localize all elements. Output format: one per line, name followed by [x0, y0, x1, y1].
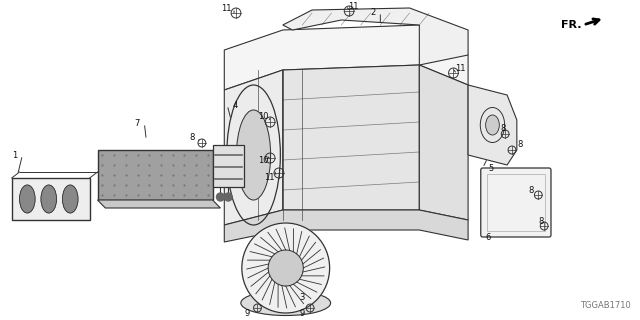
Circle shape: [224, 193, 232, 201]
Text: 11: 11: [348, 2, 358, 11]
FancyBboxPatch shape: [212, 145, 244, 187]
Ellipse shape: [486, 115, 499, 135]
FancyBboxPatch shape: [481, 168, 551, 237]
Text: TGGAB1710: TGGAB1710: [580, 301, 631, 310]
Ellipse shape: [63, 185, 78, 213]
Polygon shape: [283, 8, 468, 65]
Circle shape: [242, 223, 330, 313]
Polygon shape: [97, 200, 220, 208]
Polygon shape: [224, 25, 468, 90]
Text: 8: 8: [538, 217, 544, 226]
Text: 10: 10: [258, 111, 269, 121]
Text: FR.: FR.: [561, 20, 581, 30]
Text: 8: 8: [517, 140, 522, 148]
Text: 11: 11: [221, 4, 232, 12]
Text: 2: 2: [370, 7, 375, 17]
Ellipse shape: [237, 110, 271, 200]
Text: 3: 3: [300, 293, 305, 302]
Text: 8: 8: [500, 124, 506, 132]
Text: 4: 4: [232, 100, 237, 109]
Text: 6: 6: [485, 233, 490, 242]
Polygon shape: [419, 65, 468, 220]
Text: 1: 1: [12, 150, 17, 159]
Text: 11: 11: [455, 63, 465, 73]
Ellipse shape: [41, 185, 56, 213]
Ellipse shape: [241, 291, 331, 316]
Text: 9: 9: [300, 308, 305, 317]
Polygon shape: [224, 70, 283, 225]
Polygon shape: [468, 85, 517, 165]
Text: 11: 11: [264, 172, 275, 181]
Polygon shape: [283, 65, 419, 210]
Text: 5: 5: [488, 164, 493, 172]
Ellipse shape: [19, 185, 35, 213]
Polygon shape: [224, 210, 468, 242]
Text: 7: 7: [134, 118, 140, 127]
FancyBboxPatch shape: [12, 178, 90, 220]
Text: 8: 8: [189, 132, 195, 141]
Text: 8: 8: [529, 186, 534, 195]
Text: 9: 9: [244, 308, 250, 317]
FancyBboxPatch shape: [97, 150, 212, 200]
Text: 10: 10: [258, 156, 269, 164]
Circle shape: [216, 193, 224, 201]
Circle shape: [268, 250, 303, 286]
